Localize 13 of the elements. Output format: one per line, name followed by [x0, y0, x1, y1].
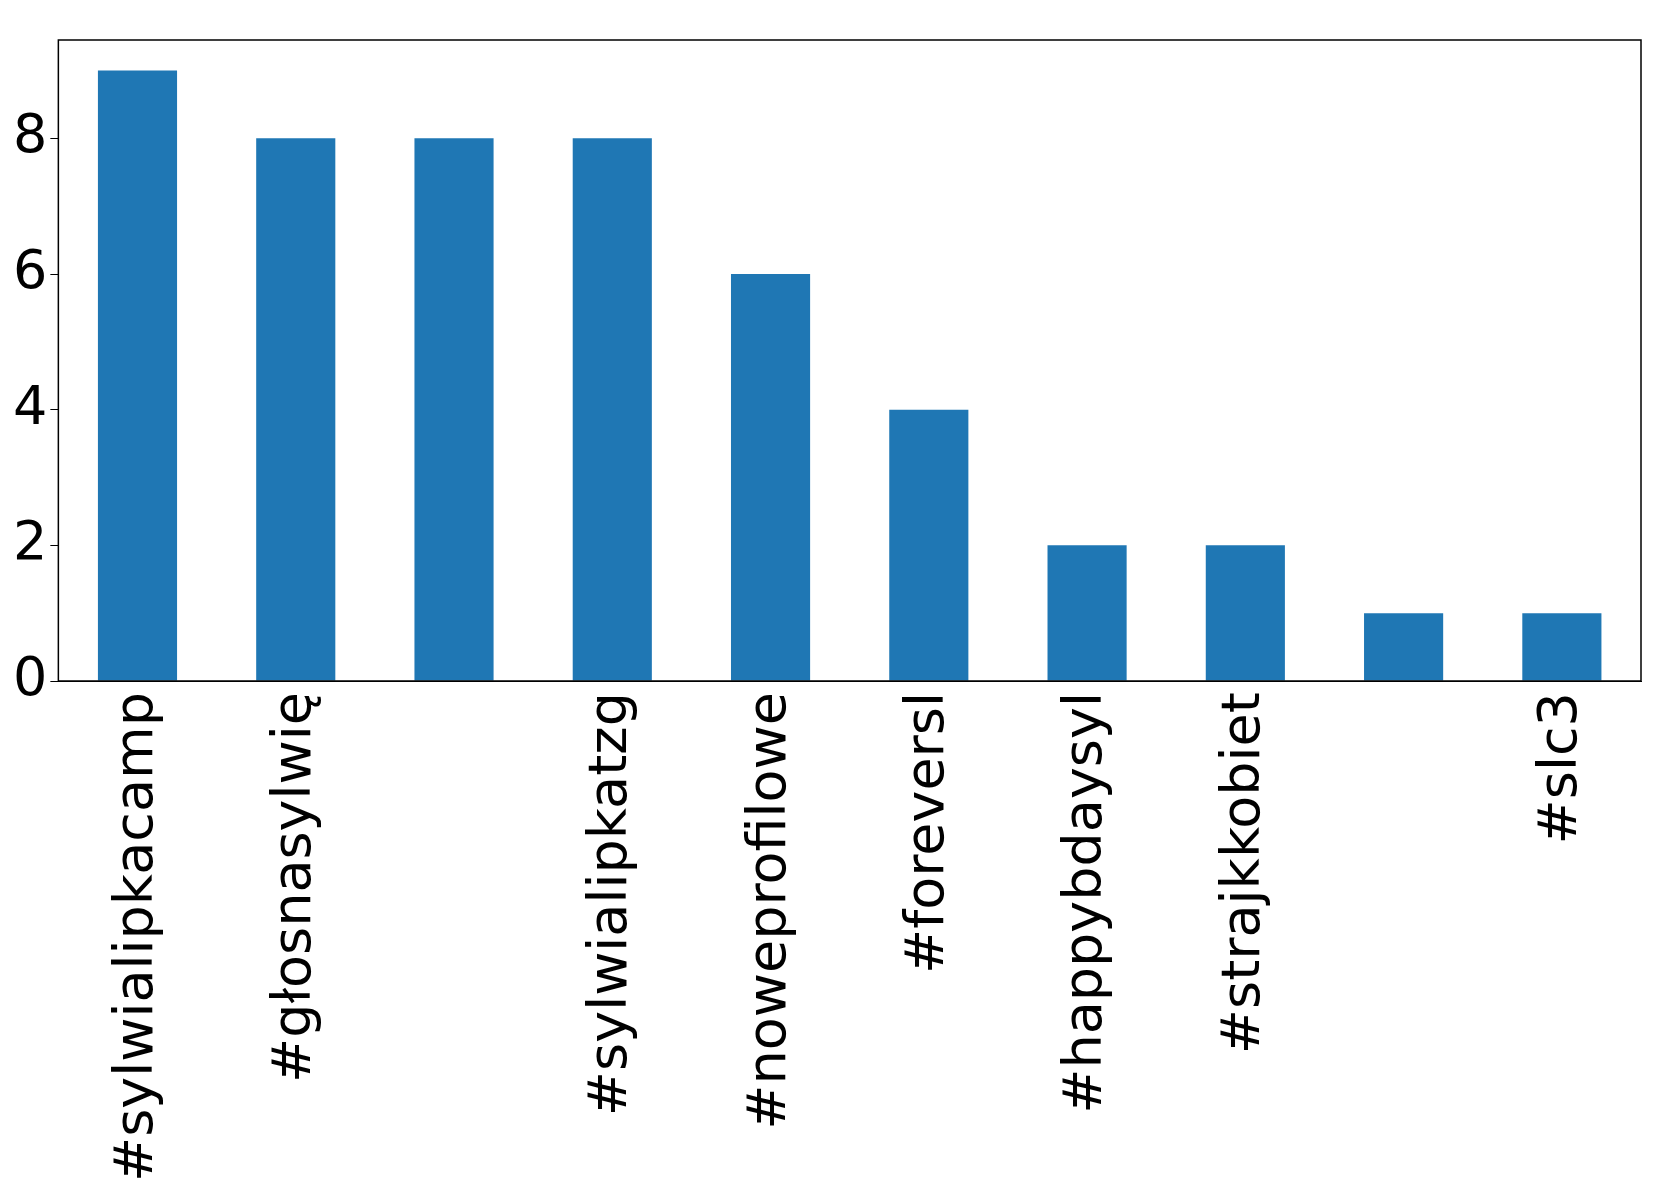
y-tick-label: 0: [13, 645, 48, 709]
x-tick-label: #slc3: [1525, 692, 1589, 845]
x-tick-label: #głosnasylwię: [259, 692, 323, 1083]
x-tick-label: #noweprofilowe: [734, 692, 798, 1130]
x-tick-label: #strajkkobiet: [1209, 692, 1273, 1055]
x-tick-label: #sylwialipkacamp: [101, 692, 165, 1183]
x-tick-label: #sylwialipkatzg: [576, 692, 640, 1117]
y-tick-label: 2: [13, 509, 48, 573]
x-tick-label: #happybdaysyl: [1051, 692, 1115, 1114]
y-tick-label: 8: [13, 102, 48, 166]
x-tick-label: #foreversl: [892, 692, 956, 975]
y-tick-label: 4: [13, 373, 48, 437]
y-tick-label: 6: [13, 238, 48, 302]
